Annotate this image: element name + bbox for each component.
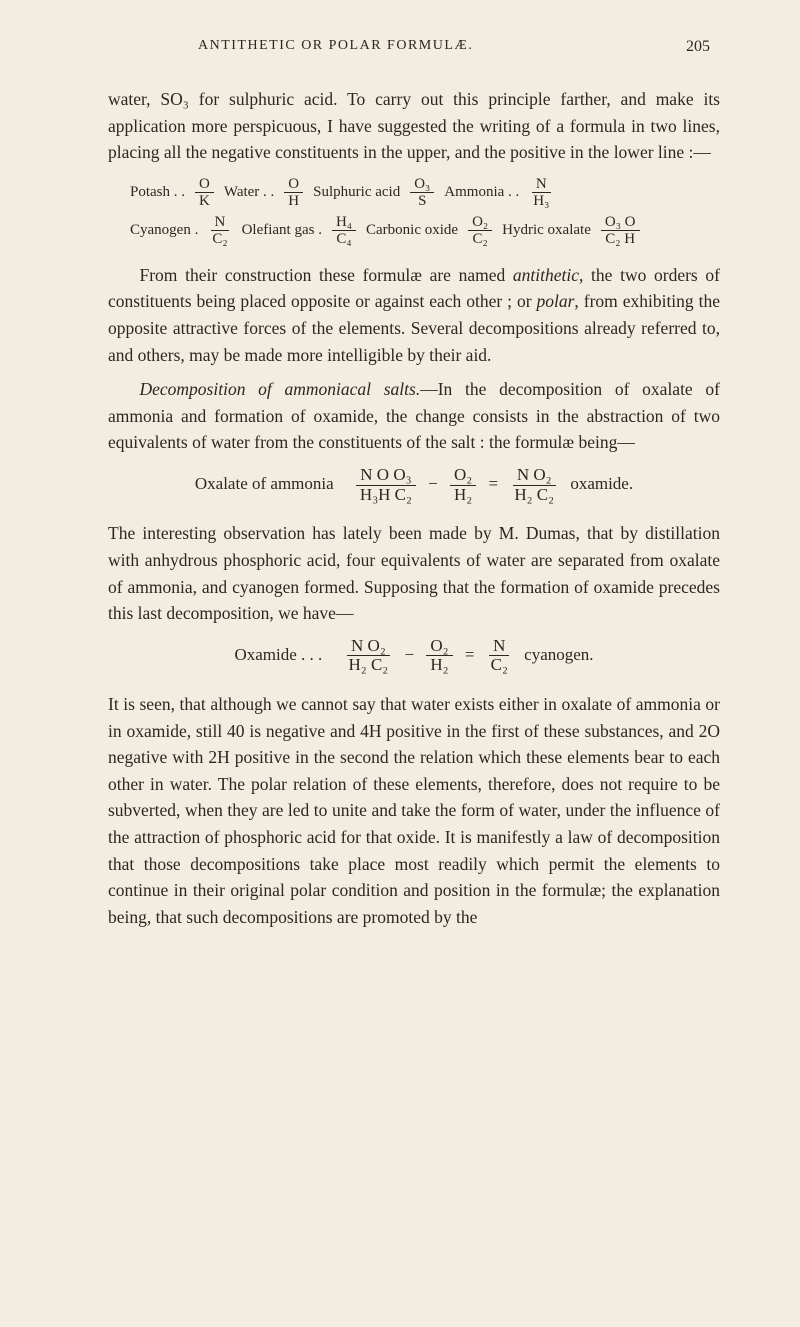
label-hydric: Hydric oxalate bbox=[502, 222, 591, 239]
eq1-f1: N O O₃ H₃H C₂ bbox=[356, 466, 416, 504]
paragraph-2: From their construction these formulæ ar… bbox=[108, 262, 720, 368]
formula-row-1: Potash . . O K Water . . O H Sulphuric a… bbox=[108, 176, 720, 210]
paragraph-3: Decomposition of ammoniacal salts.—In th… bbox=[108, 376, 720, 456]
frac-sulphuric: O₃ S bbox=[410, 176, 434, 210]
p2a: From their construction these formulæ ar… bbox=[140, 265, 513, 285]
equals-sign: = bbox=[488, 474, 498, 493]
eq1-f2: O₂ H₂ bbox=[450, 466, 476, 504]
frac-water: O H bbox=[284, 176, 303, 210]
minus-sign-2: − bbox=[405, 645, 415, 664]
frac-cyanogen: N C₂ bbox=[208, 214, 231, 248]
paragraph-1: water, SO₃ for sulphuric acid. To carry … bbox=[108, 86, 720, 166]
equation-oxamide: Oxamide . . . N O₂ H₂ C₂ − O₂ H₂ = N C₂ … bbox=[108, 637, 720, 675]
formula-row-2: Cyanogen . N C₂ Olefiant gas . H₄ C₄ Car… bbox=[108, 214, 720, 248]
p2-em: antithetic bbox=[513, 265, 579, 285]
eq1-f3: N O₂ H₂ C₂ bbox=[510, 466, 558, 504]
eq1-lead: Oxalate of ammonia bbox=[195, 474, 334, 494]
label-cyanogen: Cyanogen . bbox=[130, 222, 198, 239]
eq1-tail: oxamide. bbox=[570, 474, 633, 493]
equals-sign-2: = bbox=[465, 645, 475, 664]
label-ammonia: Ammonia . . bbox=[444, 184, 519, 201]
eq2-f1: N O₂ H₂ C₂ bbox=[345, 637, 393, 675]
paragraph-4: The interesting observation has lately b… bbox=[108, 520, 720, 626]
eq2-f2: O₂ H₂ bbox=[426, 637, 452, 675]
frac-olefiant: H₄ C₄ bbox=[332, 214, 356, 248]
page: ANTITHETIC OR POLAR FORMULÆ. 205 water, … bbox=[0, 0, 800, 1327]
eq2-lead: Oxamide . . . bbox=[234, 645, 322, 665]
frac-ammonia: N H₃ bbox=[529, 176, 553, 210]
label-sulphuric: Sulphuric acid bbox=[313, 184, 400, 201]
p3-em: Decomposition of ammoniacal salts. bbox=[140, 379, 421, 399]
running-head: ANTITHETIC OR POLAR FORMULÆ. 205 bbox=[108, 38, 720, 56]
label-potash: Potash . . bbox=[130, 184, 185, 201]
p2-em2: polar bbox=[536, 291, 574, 311]
formula-table: Potash . . O K Water . . O H Sulphuric a… bbox=[108, 176, 720, 248]
minus-sign: − bbox=[428, 474, 438, 493]
equation-oxalate: Oxalate of ammonia N O O₃ H₃H C₂ − O₂ H₂… bbox=[108, 466, 720, 504]
frac-carbonic: O₂ C₂ bbox=[468, 214, 492, 248]
label-carbonic: Carbonic oxide bbox=[366, 222, 458, 239]
label-olefiant: Olefiant gas . bbox=[242, 222, 322, 239]
paragraph-5: It is seen, that although we cannot say … bbox=[108, 691, 720, 930]
page-number: 205 bbox=[686, 38, 710, 56]
frac-potash: O K bbox=[195, 176, 214, 210]
frac-hydric: O₃ O C₂ H bbox=[601, 214, 640, 248]
eq2-tail: cyanogen. bbox=[524, 645, 593, 664]
eq2-f3: N C₂ bbox=[487, 637, 512, 675]
label-water: Water . . bbox=[224, 184, 274, 201]
running-title: ANTITHETIC OR POLAR FORMULÆ. bbox=[198, 38, 473, 56]
